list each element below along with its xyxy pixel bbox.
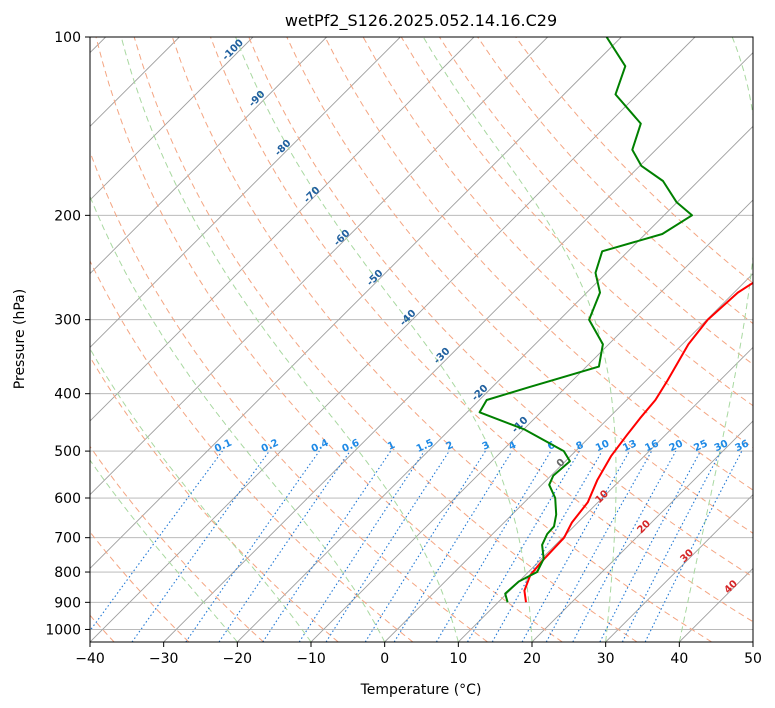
- mixing-ratio-label: 13: [621, 438, 638, 454]
- dry-adiabat-line: [90, 259, 414, 642]
- y-tick-label: 700: [54, 531, 81, 547]
- line-labels: 0.1 0.2 0.4 0.6 1 1.5 2 3 4 6 8 10 13 16 20 25 30 36-100-…: [213, 37, 751, 596]
- dewpoint-profile: [478, 37, 693, 603]
- x-tick-label: 20: [523, 651, 541, 667]
- dry-adiabat-line: [133, 37, 638, 642]
- moist-adiabat-line: [90, 347, 312, 642]
- temperature-profile: [523, 281, 753, 603]
- isotherm-line: [237, 125, 753, 642]
- plot-area: [90, 37, 753, 642]
- isotherm-line: [384, 273, 753, 642]
- x-tick-label: −10: [296, 651, 326, 667]
- moist-adiabat-line: [235, 37, 533, 642]
- y-tick-label: 200: [54, 208, 81, 224]
- dry-adiabat-line: [95, 37, 563, 642]
- x-axis-label: Temperature (°C): [360, 682, 482, 698]
- isotherm-line: [90, 37, 548, 496]
- y-tick-label: 300: [54, 313, 81, 329]
- y-tick-label: 800: [54, 565, 81, 581]
- background-lines: [90, 37, 753, 642]
- isotherm-line: [90, 37, 254, 201]
- y-axis: 100 200 300 400 500 600 700 800 900 1000: [45, 30, 90, 638]
- mixing-ratio-label: 1: [386, 440, 397, 453]
- mixing-ratio-label: 6: [546, 440, 557, 453]
- mixing-ratio-line: [185, 450, 320, 642]
- sounding-profiles: [478, 37, 753, 603]
- mixing-ratio-line: [325, 450, 450, 642]
- dry-adiabat-line: [286, 37, 753, 534]
- moist-adiabat-line: [90, 459, 238, 642]
- mixing-ratio-label: 10: [594, 438, 611, 454]
- mixing-ratio-label: 36: [733, 438, 750, 454]
- mixing-ratio-line: [644, 450, 743, 642]
- x-tick-label: 30: [597, 651, 615, 667]
- dry-adiabat-line: [248, 37, 753, 578]
- x-tick-label: 50: [744, 651, 762, 667]
- mixing-ratio-line: [90, 450, 223, 632]
- x-tick-label: −40: [75, 651, 105, 667]
- mixing-ratio-label: 2: [444, 440, 455, 453]
- y-axis-label: Pressure (hPa): [12, 289, 28, 389]
- isotherm-line: [90, 37, 622, 569]
- isotherm-line: [531, 420, 753, 642]
- mixing-ratio-line: [131, 450, 270, 642]
- dry-adiabat-line: [515, 37, 753, 284]
- mixing-ratio-label: 25: [692, 438, 709, 454]
- isotherm-line: [90, 37, 401, 348]
- mixing-ratio-label: 16: [643, 438, 660, 454]
- dry-adiabat-line: [90, 356, 339, 642]
- mixing-ratio-label: 20: [668, 438, 685, 454]
- isotherm-line: [605, 494, 753, 642]
- moist-adiabat-line: [678, 37, 753, 642]
- isotherm-line: [458, 346, 753, 642]
- mixing-ratio-line: [218, 450, 351, 642]
- isotherm-line: [90, 37, 327, 275]
- dry-adiabat-line: [324, 37, 753, 491]
- mixing-ratio-line: [545, 450, 653, 642]
- mixing-ratio-line: [298, 450, 425, 642]
- moist-adiabat-line: [90, 195, 386, 642]
- x-tick-label: 40: [670, 651, 688, 667]
- mixing-ratio-line: [262, 450, 392, 642]
- dry-adiabat-line: [171, 37, 712, 642]
- pressure-gridlines: [90, 36, 753, 630]
- mixing-ratio-line: [572, 450, 677, 642]
- y-tick-label: 900: [54, 595, 81, 611]
- chart-title: wetPf2_S126.2025.052.14.16.C29: [285, 11, 557, 31]
- dry-adiabat-line: [210, 37, 753, 623]
- y-tick-label: 1000: [45, 622, 81, 638]
- mixing-ratio-label: 4: [507, 440, 518, 453]
- moist-adiabat-line: [422, 37, 617, 642]
- mixing-ratio-label: 8: [574, 440, 585, 453]
- x-tick-label: 10: [449, 651, 467, 667]
- y-tick-label: 400: [54, 387, 81, 403]
- y-tick-label: 500: [54, 444, 81, 460]
- isotherm-line: [90, 37, 696, 642]
- y-tick-label: 600: [54, 491, 81, 507]
- isotherm-line: [163, 52, 753, 642]
- x-tick-label: 0: [380, 651, 389, 667]
- x-tick-label: −20: [223, 651, 253, 667]
- isotherm-line: [90, 37, 475, 422]
- mixing-ratio-line: [521, 450, 630, 642]
- mixing-ratio-line: [393, 450, 513, 642]
- plot-frame: [89, 36, 754, 643]
- mixing-ratio-label: 3: [481, 440, 492, 453]
- moist-adiabat-line: [120, 37, 459, 642]
- x-tick-label: −30: [149, 651, 179, 667]
- dry-adiabat-line: [90, 445, 264, 642]
- mixing-ratio-label: 30: [713, 438, 730, 454]
- x-axis: −40 −30 −20 −10 0 10 20 30 40 50: [75, 642, 762, 667]
- y-tick-label: 100: [54, 30, 81, 46]
